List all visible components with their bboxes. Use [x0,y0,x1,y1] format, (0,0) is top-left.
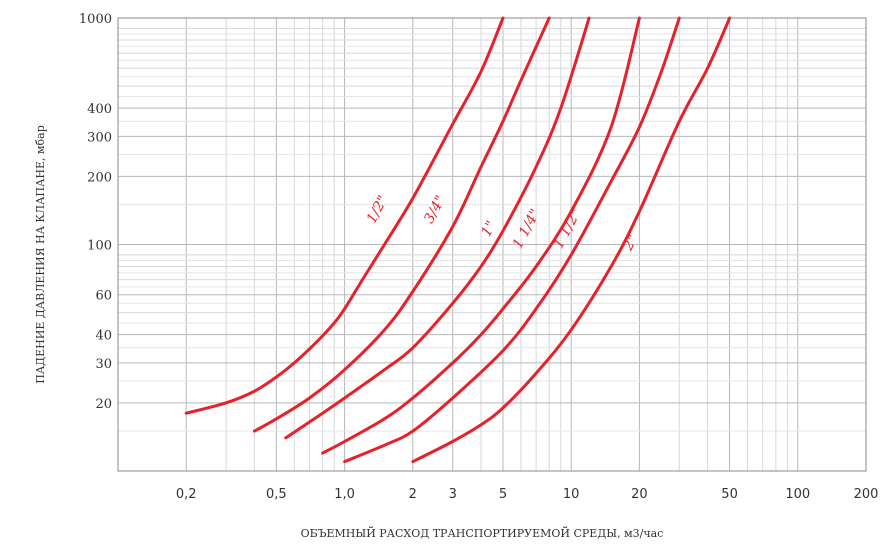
y-tick-label: 400 [87,102,112,117]
x-tick-label: 3 [449,487,457,502]
plot-frame [117,17,867,472]
y-axis-title: ПАДЕНИЕ ДАВЛЕНИЯ НА КЛАПАНЕ, мбар [34,125,47,384]
series-label-1: 1/2" [364,193,392,226]
x-tick-label: 10 [563,487,580,502]
x-tick-label: 0,2 [176,487,197,502]
x-tick-label: 2 [409,487,417,502]
x-tick-label: 50 [721,487,738,502]
series-label-3: 1" [478,218,499,239]
x-axis-title: ОБЪЕМНЫЙ РАСХОД ТРАНСПОРТИРУЕМОЙ СРЕДЫ, … [301,526,664,540]
y-tick-label: 1000 [79,12,112,27]
x-tick-labels: 0,2 0,5 1,0 2 3 5 10 20 50 100 200 [176,487,879,502]
series-label-2: 3/4" [421,193,449,226]
y-tick-label: 300 [87,130,112,145]
series-lines [184,16,732,464]
x-tick-label: 5 [499,487,507,502]
series-line-2 [252,16,551,433]
y-tick-label: 60 [95,289,112,304]
series-line-5 [343,16,681,464]
series-line-4 [321,16,641,455]
y-tick-label: 30 [95,357,112,372]
x-tick-label: 200 [854,487,879,502]
series-label-6: 2" [620,232,642,254]
y-tick-label: 100 [87,239,112,254]
y-tick-label: 20 [95,397,112,412]
x-tick-label: 100 [785,487,810,502]
x-tick-label: 0,5 [266,487,287,502]
series-line-1 [184,16,505,415]
x-tick-label: 1,0 [334,487,355,502]
y-tick-label: 200 [87,170,112,185]
series-line-6 [411,16,732,464]
y-tick-labels: 20 30 40 60 100 200 300 400 1000 [79,12,112,412]
series-line-3 [284,16,591,440]
y-tick-label: 40 [95,329,112,344]
x-tick-label: 20 [631,487,648,502]
grid [117,18,867,472]
